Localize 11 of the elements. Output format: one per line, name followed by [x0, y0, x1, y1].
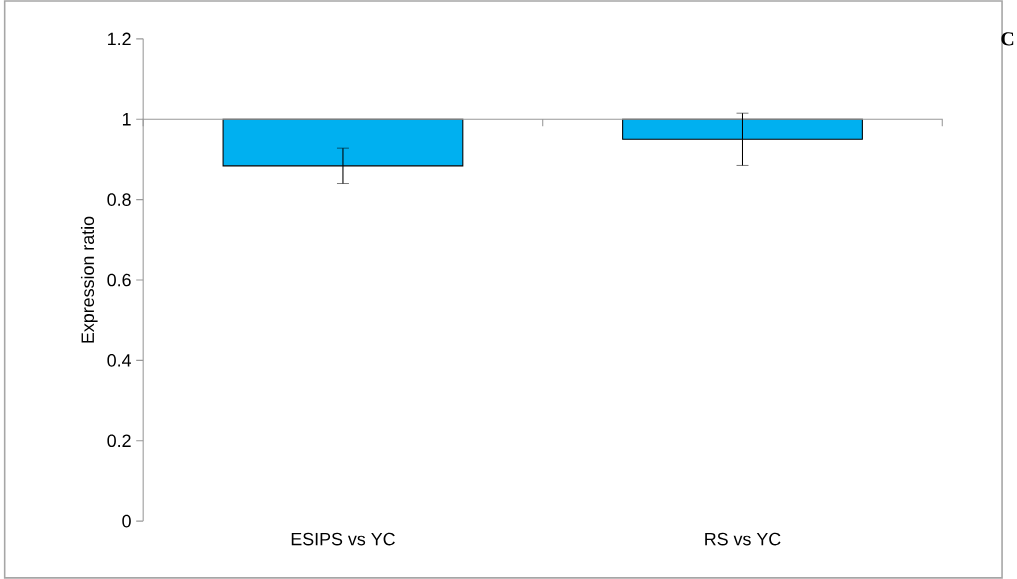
y-tick-label: 0.6 — [107, 273, 131, 287]
y-tick-label: 0.8 — [107, 193, 131, 206]
y-tick-label: 1.2 — [108, 32, 131, 46]
x-tick-label: ESIPS vs YC — [291, 532, 395, 546]
y-axis-title: Expression ratio — [80, 216, 98, 343]
text: C — [1001, 32, 1014, 46]
y-tick-label: 0.2 — [107, 434, 131, 448]
y-tick-label: 0 — [122, 514, 131, 528]
y-tick-label: 1 — [122, 113, 131, 126]
y-tick-label: 0.4 — [107, 354, 132, 367]
x-tick-label: RS vs YC — [705, 532, 781, 546]
